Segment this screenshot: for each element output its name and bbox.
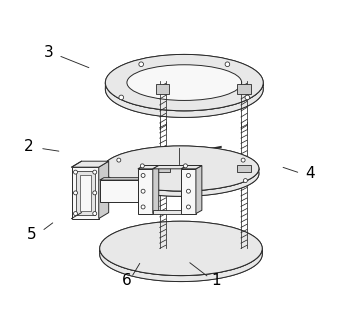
Polygon shape — [105, 83, 263, 118]
Circle shape — [187, 205, 190, 209]
Circle shape — [93, 170, 97, 174]
Circle shape — [187, 173, 190, 177]
Ellipse shape — [105, 54, 263, 111]
Ellipse shape — [105, 61, 263, 118]
Circle shape — [241, 158, 245, 162]
Polygon shape — [156, 84, 169, 94]
Polygon shape — [181, 169, 196, 213]
Polygon shape — [196, 166, 202, 213]
Polygon shape — [156, 165, 170, 172]
Ellipse shape — [127, 65, 242, 101]
Polygon shape — [237, 84, 251, 94]
Polygon shape — [153, 166, 159, 213]
Circle shape — [244, 178, 247, 182]
Circle shape — [114, 178, 119, 182]
Circle shape — [245, 95, 250, 100]
Polygon shape — [80, 175, 91, 210]
Circle shape — [74, 170, 77, 174]
Ellipse shape — [100, 221, 262, 276]
Polygon shape — [99, 161, 109, 218]
Circle shape — [119, 95, 124, 100]
Ellipse shape — [105, 54, 263, 111]
Polygon shape — [138, 166, 159, 169]
Circle shape — [140, 164, 144, 168]
Ellipse shape — [127, 71, 242, 107]
Circle shape — [74, 211, 77, 215]
Polygon shape — [100, 180, 138, 202]
Circle shape — [93, 191, 97, 195]
Circle shape — [183, 164, 188, 168]
Ellipse shape — [103, 146, 259, 191]
Circle shape — [117, 158, 121, 162]
Ellipse shape — [100, 221, 262, 276]
Polygon shape — [211, 152, 236, 170]
Ellipse shape — [103, 146, 259, 191]
Circle shape — [141, 189, 145, 193]
Circle shape — [187, 189, 190, 193]
Circle shape — [225, 62, 230, 67]
Polygon shape — [181, 166, 202, 169]
Polygon shape — [153, 166, 187, 169]
Ellipse shape — [103, 151, 259, 196]
Polygon shape — [100, 178, 142, 180]
Text: 5: 5 — [27, 227, 37, 242]
Circle shape — [139, 62, 144, 67]
Polygon shape — [103, 168, 259, 196]
Text: 2: 2 — [24, 139, 33, 154]
Text: 4: 4 — [306, 166, 315, 180]
Polygon shape — [174, 149, 227, 165]
Polygon shape — [100, 248, 262, 282]
Text: 3: 3 — [43, 45, 53, 60]
Text: 1: 1 — [211, 273, 221, 288]
Circle shape — [93, 211, 97, 215]
Polygon shape — [71, 167, 99, 218]
Ellipse shape — [127, 65, 242, 101]
Polygon shape — [153, 209, 181, 213]
Text: 6: 6 — [121, 273, 131, 288]
Polygon shape — [71, 161, 109, 167]
Ellipse shape — [100, 227, 262, 282]
Polygon shape — [76, 171, 95, 214]
Circle shape — [74, 191, 77, 195]
Polygon shape — [237, 165, 251, 172]
Circle shape — [141, 173, 145, 177]
Polygon shape — [138, 169, 153, 213]
Circle shape — [141, 205, 145, 209]
Polygon shape — [134, 149, 184, 165]
